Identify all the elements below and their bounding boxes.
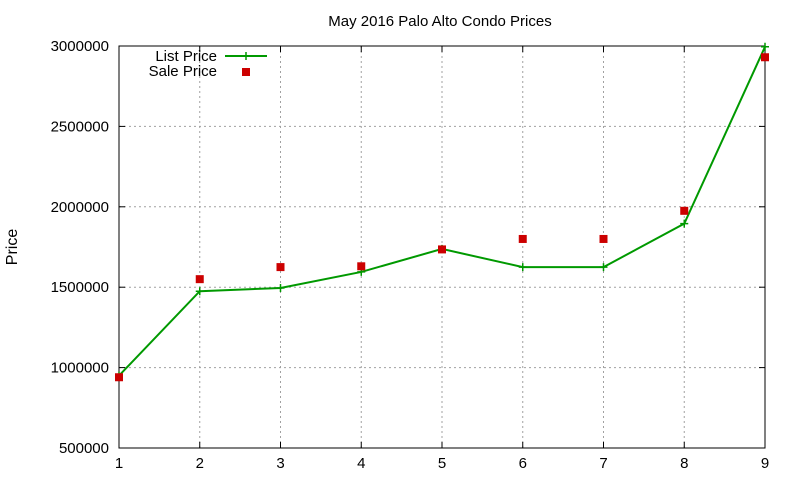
list-price-point: [761, 42, 769, 51]
legend-label-list-price: List Price: [155, 48, 217, 65]
sale-price-point: [115, 373, 123, 382]
sale-price-point: [276, 263, 285, 272]
sale-price-point: [761, 53, 769, 62]
grid-lines: [119, 46, 765, 448]
x-tick-label: 8: [680, 455, 688, 472]
chart-title: May 2016 Palo Alto Condo Prices: [328, 13, 551, 30]
x-tick-label: 4: [357, 455, 365, 472]
y-tick-label: 500000: [59, 440, 109, 457]
y-axis-label: Price: [4, 229, 21, 266]
x-tick-label: 2: [196, 455, 204, 472]
y-tick-label: 3000000: [51, 38, 109, 55]
x-tick-label: 3: [276, 455, 284, 472]
x-tick-label: 7: [599, 455, 607, 472]
x-tick-label: 6: [519, 455, 527, 472]
axis-ticks: 1 2 3 4 5 6 7 8 9 500000 1000000 1500000 2000000 2500…: [51, 38, 770, 472]
sale-price-point: [518, 234, 527, 243]
sale-price-point: [195, 275, 204, 284]
list-price-point: [195, 287, 204, 296]
sale-price-point: [599, 234, 608, 243]
legend-marker-list-price: [242, 52, 250, 60]
legend-marker-sale-price: [242, 68, 250, 76]
legend-label-sale-price: Sale Price: [149, 63, 217, 80]
y-tick-label: 1000000: [51, 360, 109, 377]
list-price-point: [680, 219, 689, 228]
y-tick-label: 2000000: [51, 199, 109, 216]
list-price-point: [518, 263, 527, 272]
y-tick-label: 2500000: [51, 118, 109, 135]
x-tick-label: 9: [761, 455, 769, 472]
sale-price-point: [357, 262, 366, 271]
x-tick-label: 5: [438, 455, 446, 472]
series-layer: [115, 42, 769, 382]
list-price-point: [276, 284, 285, 293]
x-tick-label: 1: [115, 455, 123, 472]
list-price-point: [599, 263, 608, 272]
y-tick-label: 1500000: [51, 279, 109, 296]
sale-price-point: [680, 206, 689, 215]
sale-price-point: [438, 245, 446, 254]
